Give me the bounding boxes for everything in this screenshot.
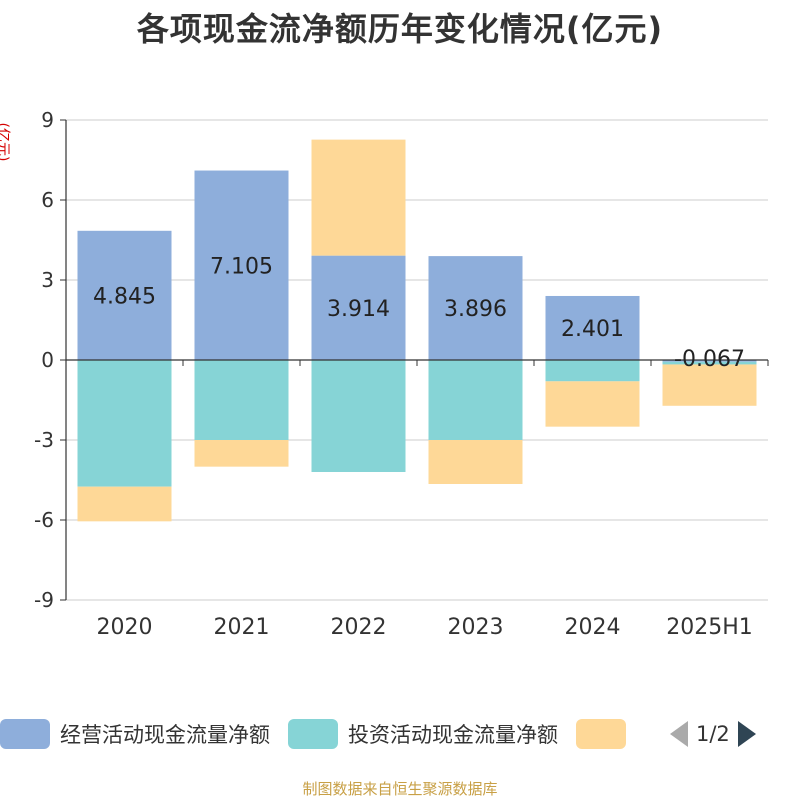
bar-2020-series-2[interactable]	[77, 360, 172, 487]
bar-2022-series-3[interactable]	[311, 139, 406, 256]
x-tick-label: 2024	[565, 615, 621, 640]
x-tick-label: 2021	[214, 615, 270, 640]
y-tick-label: 6	[41, 188, 54, 212]
x-tick-label: 2023	[448, 615, 504, 640]
y-tick-label: -6	[34, 508, 54, 532]
chart-title: 各项现金流净额历年变化情况(亿元)	[136, 10, 664, 48]
legend-item-operating[interactable]: 经营活动现金流量净额	[0, 719, 270, 749]
legend-item-investing[interactable]: 投资活动现金流量净额	[288, 719, 558, 749]
x-tick-label: 2025H1	[666, 615, 753, 640]
y-tick-label: 9	[41, 108, 54, 132]
legend-label-investing: 投资活动现金流量净额	[348, 723, 558, 747]
bar-2020-series-1[interactable]	[77, 230, 172, 360]
pager-prev-icon[interactable]	[670, 721, 688, 747]
x-tick-label: 2020	[97, 615, 153, 640]
pager-next-icon[interactable]	[737, 721, 756, 747]
bar-2023-series-1[interactable]	[428, 256, 523, 360]
legend-pager: 1/2	[660, 721, 756, 747]
bar-2023-series-2[interactable]	[428, 360, 523, 440]
data-label-2021: 7.105	[210, 254, 273, 279]
bar-2025H1-series-1[interactable]	[662, 360, 757, 362]
bar-2025H1-series-3[interactable]	[662, 364, 757, 406]
bar-2021-series-3[interactable]	[194, 440, 289, 467]
legend-swatch-operating	[0, 719, 50, 749]
data-label-2023: 3.896	[444, 297, 507, 322]
x-tick-label: 2022	[331, 615, 387, 640]
bar-2021-series-1[interactable]	[194, 170, 289, 360]
bar-2025H1-series-2[interactable]	[662, 361, 757, 365]
y-tick-label: 3	[41, 268, 54, 292]
bar-2024-series-3[interactable]	[545, 381, 640, 427]
bar-2023-series-3[interactable]	[428, 440, 523, 484]
legend-swatch-financing	[576, 719, 626, 749]
data-label-2022: 3.914	[327, 297, 390, 322]
legend-item-financing[interactable]	[576, 719, 636, 749]
data-label-2020: 4.845	[93, 284, 156, 309]
bar-2024-series-1[interactable]	[545, 295, 640, 360]
legend-swatch-investing	[288, 719, 338, 749]
bar-2022-series-1[interactable]	[311, 255, 406, 360]
legend: 经营活动现金流量净额 投资活动现金流量净额 1/2	[0, 716, 800, 752]
bar-2024-series-2[interactable]	[545, 360, 640, 382]
data-label-2024: 2.401	[561, 317, 624, 342]
pager-page-text: 1/2	[696, 722, 730, 746]
y-tick-label: -9	[34, 588, 54, 612]
bar-chart: 9 6 3 0 -3 -6 -9 2020 2021 2022 2023 2024 2025H1 4.84…	[34, 108, 769, 640]
data-source-note: 制图数据来自恒生聚源数据库	[302, 780, 498, 798]
bar-2022-series-2[interactable]	[311, 360, 406, 472]
legend-label-operating: 经营活动现金流量净额	[60, 723, 270, 747]
bar-2021-series-2[interactable]	[194, 360, 289, 440]
y-tick-label: 0	[41, 348, 54, 372]
y-tick-label: -3	[34, 428, 54, 452]
data-label-2025H1: -0.067	[674, 347, 745, 372]
bar-2020-series-3[interactable]	[77, 486, 172, 522]
